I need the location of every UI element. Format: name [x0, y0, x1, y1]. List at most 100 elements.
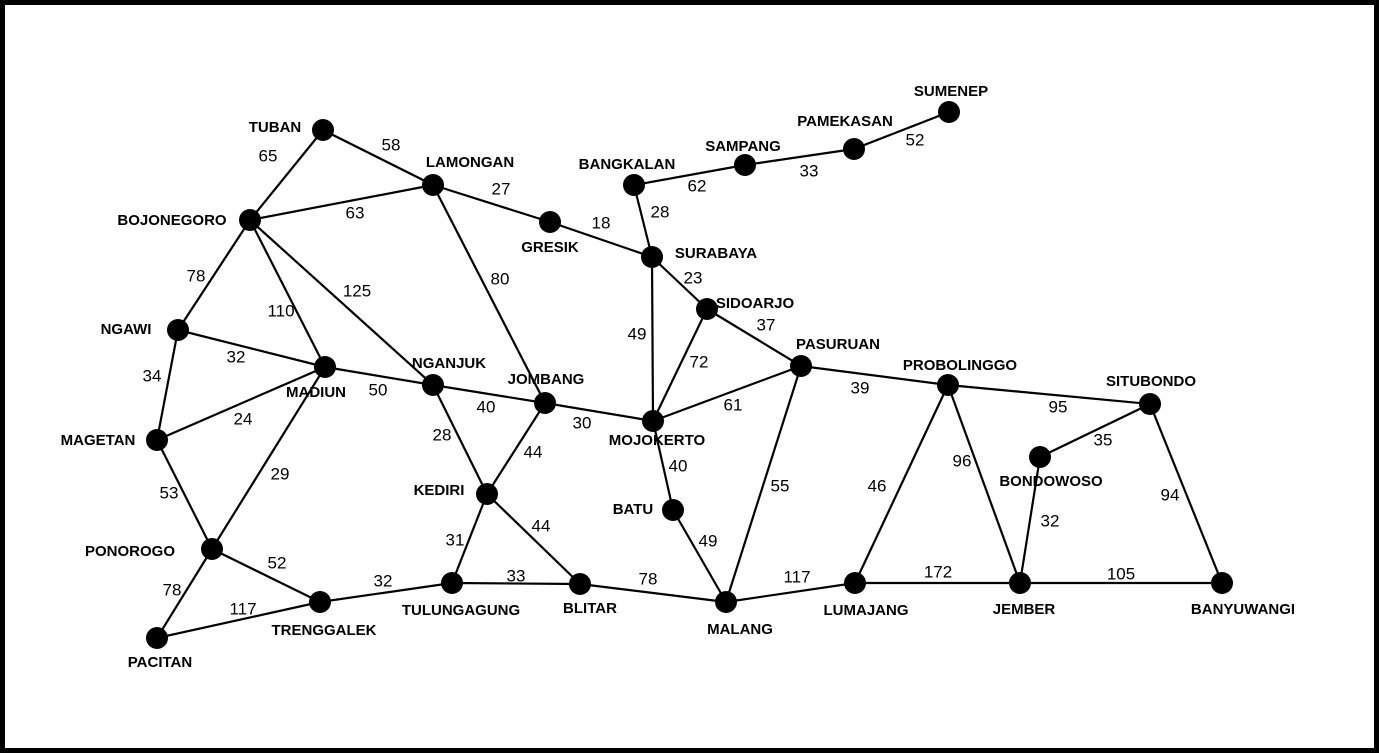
node [569, 573, 591, 595]
edge-weight: 28 [651, 202, 670, 221]
node-label: BONDOWOSO [999, 473, 1103, 490]
edge-weight: 33 [507, 566, 526, 585]
edge-weight: 49 [699, 531, 718, 550]
edge-weight: 32 [227, 347, 246, 366]
edge [156, 600, 321, 640]
edge [155, 329, 180, 441]
edge [946, 384, 1022, 584]
edge-weight: 37 [757, 315, 776, 334]
edge [319, 581, 453, 604]
node-label: MOJOKERTO [609, 432, 706, 449]
edge [156, 548, 213, 639]
edge [725, 581, 856, 604]
edge-weight: 63 [346, 203, 365, 222]
node [539, 211, 561, 233]
edge-weight: 52 [268, 553, 287, 572]
edge [451, 581, 581, 586]
node [623, 174, 645, 196]
edge-weight: 80 [491, 269, 510, 288]
edge-weight: 95 [1049, 397, 1068, 416]
edge-weight: 35 [1094, 430, 1113, 449]
edge [1039, 403, 1151, 458]
edge [652, 308, 708, 422]
node-label: PROBOLINGGO [903, 357, 1018, 374]
node [422, 174, 444, 196]
edge [486, 402, 546, 495]
edge-weight: 62 [688, 176, 707, 195]
edge-weight: 55 [771, 476, 790, 495]
edge-weight: 172 [924, 562, 952, 581]
edge [633, 163, 746, 187]
node [422, 374, 444, 396]
node-label: PAMEKASAN [797, 113, 893, 130]
node-label: SUMENEP [914, 83, 988, 100]
edge [800, 364, 949, 387]
edge-weight: 44 [524, 442, 543, 461]
node [642, 410, 664, 432]
edge [651, 420, 675, 511]
node-label: PASURUAN [796, 336, 880, 353]
edge-weight: 117 [783, 567, 810, 586]
edge-weight: 32 [1041, 511, 1060, 530]
node [309, 591, 331, 613]
node [534, 392, 556, 414]
edge-weight: 32 [374, 571, 393, 590]
edge-weight: 18 [592, 213, 611, 232]
node-label: KEDIRI [414, 482, 465, 499]
node [314, 356, 336, 378]
edge [744, 147, 855, 167]
node [239, 209, 261, 231]
node-label: BANYUWANGI [1191, 601, 1295, 618]
node-label: BLITAR [563, 600, 617, 617]
edge [579, 582, 727, 604]
node [641, 246, 663, 268]
node [843, 138, 865, 160]
edge [632, 184, 654, 258]
node [662, 499, 684, 521]
edge [486, 493, 581, 585]
edge [544, 401, 654, 423]
edge [432, 183, 551, 224]
node-label: TRENGGALEK [272, 622, 377, 639]
edge [249, 129, 324, 221]
node [146, 429, 168, 451]
edge [156, 365, 326, 442]
edge-weight: 78 [163, 580, 182, 599]
node-label: SAMPANG [705, 138, 781, 155]
node [1009, 572, 1031, 594]
edge-weight: 33 [800, 161, 819, 180]
node-label: GRESIK [521, 239, 579, 256]
edge-weight: 78 [639, 569, 658, 588]
edge-weight: 24 [234, 409, 253, 428]
edge [211, 548, 321, 603]
edge-weight: 94 [1161, 485, 1180, 504]
node [790, 355, 812, 377]
edge [652, 364, 802, 423]
node [146, 627, 168, 649]
edge-weight: 65 [259, 146, 278, 165]
node-label: LAMONGAN [426, 154, 514, 171]
node-label: JOMBANG [508, 371, 585, 388]
node-label: SIDOARJO [716, 295, 795, 312]
edge-weight: 44 [532, 516, 551, 535]
edge [177, 328, 326, 369]
node [1211, 572, 1233, 594]
edge [177, 219, 251, 331]
edge-weight: 27 [492, 179, 511, 198]
node-label: MAGETAN [61, 432, 136, 449]
edge-weight: 34 [143, 366, 162, 385]
node [715, 591, 737, 613]
edge [324, 365, 434, 387]
node [1029, 446, 1051, 468]
edge-weight: 40 [669, 456, 688, 475]
edge-weight: 28 [433, 425, 452, 444]
edge [853, 110, 950, 151]
edge [706, 308, 802, 367]
edge-weight: 39 [851, 378, 870, 397]
node [1139, 393, 1161, 415]
edge-weight: 110 [267, 301, 294, 320]
node [312, 119, 334, 141]
node-label: MALANG [707, 621, 773, 638]
edge [1018, 456, 1042, 584]
